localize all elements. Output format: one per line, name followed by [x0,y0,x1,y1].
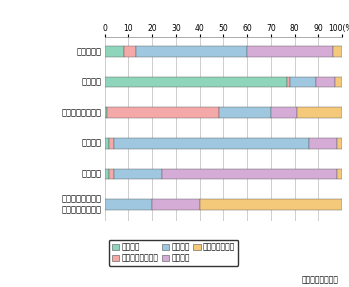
Bar [114,138,309,149]
Bar [110,138,114,149]
Bar [309,138,337,149]
Bar [288,77,290,87]
Bar [271,107,297,118]
Bar [105,168,110,179]
Bar [105,46,124,57]
Bar [105,138,110,149]
Bar [247,46,333,57]
Text: 出典は付注６参照: 出典は付注６参照 [302,275,339,284]
Bar [200,199,342,210]
Bar [110,168,114,179]
Bar [335,77,342,87]
Bar [297,107,342,118]
Bar [107,107,218,118]
Bar [337,168,342,179]
Bar [316,77,335,87]
Bar [152,199,200,210]
Bar [105,199,152,210]
Bar [162,168,337,179]
Bar [290,77,316,87]
Bar [337,138,342,149]
Bar [105,107,107,118]
Bar [333,46,342,57]
Legend: 日本企業, アジア太平洋企業, 北米企業, 西欧企業, その他地域企業: 日本企業, アジア太平洋企業, 北米企業, 西欧企業, その他地域企業 [109,240,238,266]
Bar [135,46,247,57]
Bar [124,46,135,57]
Bar [218,107,271,118]
Bar [114,168,162,179]
Bar [105,77,288,87]
